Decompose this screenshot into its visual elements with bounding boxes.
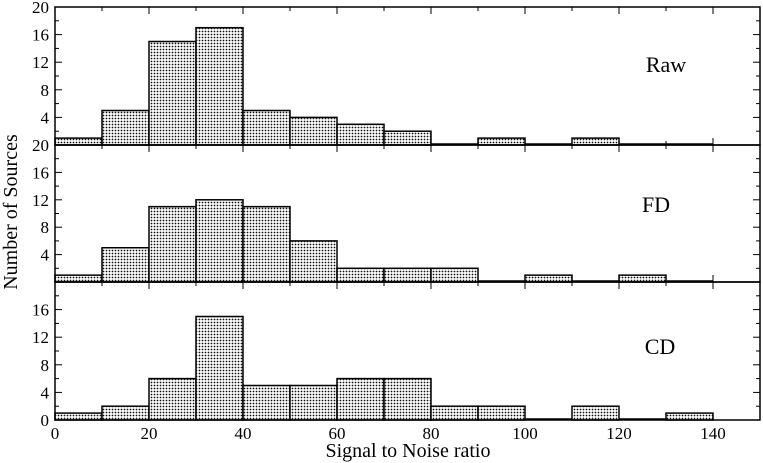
y-tick-label: 12 (32, 53, 49, 72)
y-tick-label: 20 (32, 0, 49, 17)
panel-raw: 4 8 12 16 20 Raw (32, 0, 761, 146)
histogram-bar (242, 384, 291, 421)
histogram-bar (430, 267, 479, 283)
histogram-bar (289, 240, 338, 283)
histogram-bar (148, 40, 197, 146)
histogram-bar (524, 274, 573, 283)
histogram-bar (571, 137, 620, 146)
histogram-bar (242, 109, 291, 146)
x-axis: 0 20 40 60 80 100 120 140 (51, 424, 726, 443)
y-tick-label: 4 (41, 383, 50, 402)
x-tick-label: 120 (606, 424, 632, 443)
histogram-bar (477, 137, 526, 146)
histogram-bar (336, 123, 385, 146)
histogram-bar (148, 205, 197, 283)
y-tick-label: 16 (32, 26, 49, 45)
y-tick-label: 8 (41, 356, 50, 375)
histogram-bar (54, 137, 103, 146)
histogram-bar (383, 377, 432, 421)
x-tick-label: 60 (329, 424, 346, 443)
histogram-bar (101, 109, 150, 146)
panel-fd: 4 8 12 16 20 FD (32, 136, 761, 283)
histogram-bar (336, 377, 385, 421)
histogram-bar (289, 116, 338, 146)
histogram-bar (571, 405, 620, 421)
histogram-bar (383, 130, 432, 146)
y-tick-label: 8 (41, 81, 50, 100)
y-tick-label: 20 (32, 136, 49, 155)
x-tick-label: 20 (141, 424, 158, 443)
panel-label: CD (645, 334, 676, 359)
histogram-bar (430, 405, 479, 421)
histogram-bar (195, 26, 244, 146)
histogram-bar (195, 199, 244, 283)
x-axis-label: Signal to Noise ratio (326, 440, 491, 462)
y-tick-label: 4 (41, 108, 50, 127)
y-tick-label: 4 (41, 246, 50, 265)
histogram-bar (54, 412, 103, 421)
x-tick-label: 80 (423, 424, 440, 443)
panel-cd: 0 4 8 12 16 CD (32, 281, 761, 430)
y-tick-label: 12 (32, 191, 49, 210)
histogram-bar (383, 267, 432, 283)
histogram-bar (618, 274, 667, 283)
y-tick-label: 12 (32, 328, 49, 347)
histogram-bar (289, 384, 338, 421)
histogram-bar (665, 412, 714, 421)
y-axis-label: Number of Sources (0, 134, 22, 290)
x-tick-label: 100 (512, 424, 538, 443)
histogram-bar (477, 405, 526, 421)
y-tick-label: 8 (41, 218, 50, 237)
histogram-bar (101, 405, 150, 421)
histogram-bar (242, 205, 291, 283)
histogram-bar (148, 377, 197, 421)
y-tick-label: 16 (32, 301, 49, 320)
panel-label: FD (642, 192, 670, 217)
histogram-bar (195, 315, 244, 421)
panels: 4 8 12 16 20 Raw 4 8 12 16 20 FD 0 4 8 12 16 CD (32, 0, 761, 430)
panel-label: Raw (646, 52, 686, 77)
histogram-bar (336, 267, 385, 283)
histogram-bar (101, 247, 150, 283)
x-tick-label: 40 (235, 424, 252, 443)
y-tick-label: 0 (41, 411, 50, 430)
histogram-bar (54, 274, 103, 283)
x-tick-label: 0 (51, 424, 60, 443)
y-tick-label: 16 (32, 163, 49, 182)
x-tick-label: 140 (700, 424, 726, 443)
